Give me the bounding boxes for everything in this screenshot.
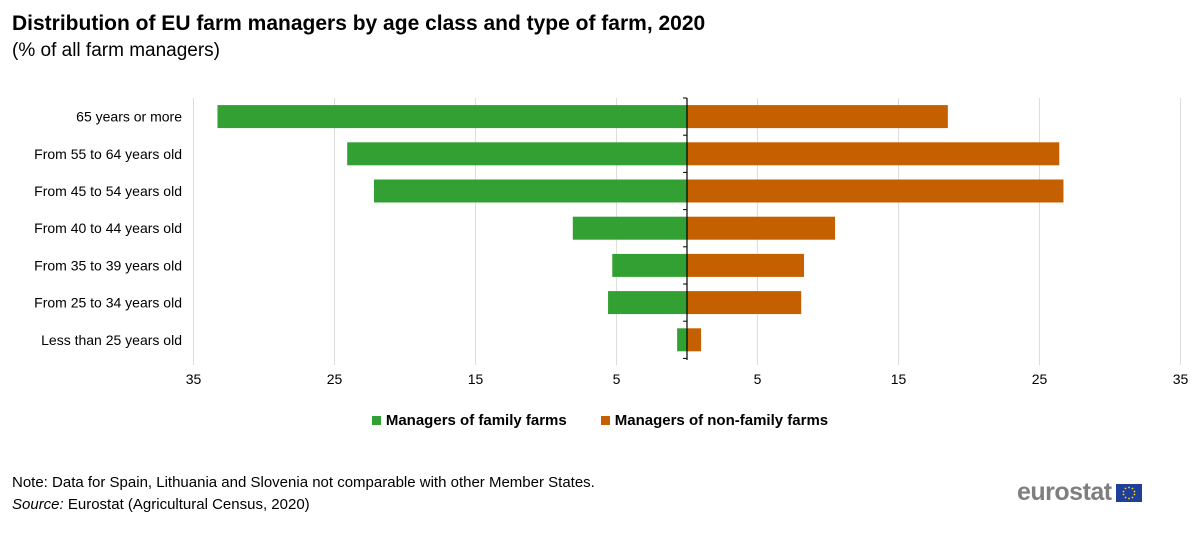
bar-non-family [687,105,948,129]
x-tick-label: 15 [891,371,907,387]
y-category-label: From 55 to 64 years old [34,146,182,162]
legend-swatch-family [371,416,381,425]
bar-non-family [687,328,702,352]
bar-family [612,253,687,277]
y-category-label: Less than 25 years old [41,332,182,348]
source-label: Source: [12,496,64,513]
bar-family [347,142,687,166]
y-category-label: From 25 to 34 years old [34,295,182,311]
y-category-label: 65 years or more [76,109,182,125]
x-tick-label: 15 [468,371,484,387]
x-tick-label: 35 [1173,371,1189,387]
legend-label-family: Managers of family farms [385,412,567,429]
bar-chart: 35 25 15 5 5 15 25 35 65 years or more From 55 to… [34,97,1189,387]
bar-non-family [687,179,1064,203]
eu-flag-icon [1115,483,1142,502]
x-tick-label: 5 [613,371,621,387]
bar-family [572,216,687,240]
source-text: Eurostat (Agricultural Census, 2020) [63,496,310,513]
footnote: Note: Data for Spain, Lithuania and Slov… [12,474,595,491]
y-category-label: From 40 to 44 years old [34,220,182,236]
bar-non-family [687,216,836,240]
legend: Managers of family farms Managers of non… [0,412,1200,429]
x-tick-label: 25 [327,371,343,387]
source-line: Source: Eurostat (Agricultural Census, 2… [12,496,310,513]
y-category-label: From 45 to 54 years old [34,183,182,199]
bar-family [217,105,687,129]
logo-text: eurostat [1017,478,1112,506]
bar-non-family [687,253,805,277]
bar-non-family [687,291,802,315]
x-tick-label: 35 [186,371,202,387]
chart-subtitle: (% of all farm managers) [12,40,221,61]
chart-title: Distribution of EU farm managers by age … [12,12,706,35]
bar-family [677,328,687,352]
y-category-label: From 35 to 39 years old [34,257,182,273]
bar-family [608,291,687,315]
legend-swatch-non-family [600,416,610,425]
legend-item-non-family: Managers of non-family farms [600,412,829,429]
eurostat-logo: eurostat [1017,478,1142,507]
x-tick-label: 5 [754,371,762,387]
legend-item-family: Managers of family farms [371,412,567,429]
x-tick-label: 25 [1032,371,1048,387]
bar-family [373,179,687,203]
bar-non-family [687,142,1060,166]
legend-label-non-family: Managers of non-family farms [614,412,829,429]
